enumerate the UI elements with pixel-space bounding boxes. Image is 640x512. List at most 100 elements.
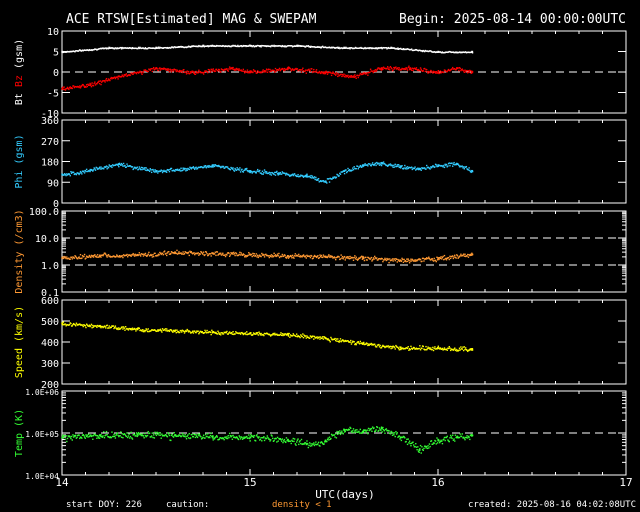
bt-point	[283, 46, 286, 48]
speed-point	[165, 328, 168, 330]
bz-point	[335, 71, 338, 74]
speed-point	[271, 334, 273, 336]
speed-point	[453, 348, 455, 350]
density-point	[233, 253, 236, 255]
temp-point	[456, 435, 459, 438]
phi-point	[133, 167, 135, 170]
speed-point	[313, 335, 316, 338]
phi-point	[404, 164, 406, 167]
phi-point	[63, 174, 65, 176]
temp-point	[152, 434, 155, 436]
density-point	[451, 255, 454, 257]
temp-point	[344, 430, 346, 433]
phi-point	[169, 168, 171, 171]
bz-point	[138, 71, 141, 73]
phi-point	[135, 167, 138, 169]
bz-point	[164, 68, 167, 70]
density-point	[83, 255, 85, 258]
temp-point	[304, 442, 307, 444]
speed-point	[467, 350, 469, 353]
phi-point	[263, 169, 266, 171]
temp-point	[358, 430, 360, 433]
density-point	[176, 249, 178, 252]
temp-point	[208, 436, 210, 438]
speed-point	[432, 349, 435, 352]
phi-point	[374, 162, 377, 164]
phi-point	[468, 167, 470, 169]
density-point	[187, 251, 190, 254]
temp-point	[156, 431, 158, 434]
speed-point	[459, 349, 461, 351]
density-point	[341, 257, 343, 259]
temp-point	[167, 432, 169, 434]
temp-point	[319, 445, 321, 447]
phi-point	[302, 175, 304, 177]
speed-point	[221, 332, 223, 334]
density-point	[358, 257, 361, 260]
density-point	[220, 252, 222, 254]
temp-point	[339, 433, 342, 436]
temp-point	[419, 448, 421, 450]
temp-point	[237, 437, 239, 440]
density-point	[215, 254, 217, 257]
phi-point	[389, 163, 392, 165]
bz-point	[300, 71, 303, 73]
phi-point	[391, 165, 394, 167]
density-point	[456, 255, 459, 257]
temp-point	[428, 443, 431, 445]
temp-point	[213, 438, 216, 440]
phi-point	[174, 170, 176, 172]
speed-point	[374, 345, 377, 347]
phi-point	[96, 167, 98, 169]
temp-point	[335, 437, 338, 439]
bz-point	[237, 69, 240, 72]
temp-point	[297, 438, 299, 440]
bz-point	[78, 86, 80, 89]
temp-point	[204, 437, 206, 439]
speed-point	[410, 345, 412, 348]
temp-point	[103, 431, 105, 433]
bz-point	[417, 68, 420, 71]
temp-point	[336, 430, 338, 433]
density-point	[231, 252, 234, 254]
phi-point	[205, 167, 208, 169]
density-point	[274, 254, 277, 256]
bt-point	[157, 47, 159, 49]
phi-point	[263, 171, 265, 174]
phi-point	[185, 170, 187, 172]
speed-point	[394, 348, 396, 350]
temp-point	[242, 437, 245, 440]
density-point	[143, 253, 145, 255]
density-point	[103, 253, 105, 256]
bz-point	[357, 76, 359, 79]
density-point	[162, 253, 164, 256]
density-point	[290, 255, 292, 257]
speed-point	[302, 336, 305, 339]
density-point	[146, 255, 148, 258]
bz-point	[232, 66, 234, 69]
bt-point	[120, 46, 122, 49]
bz-point	[345, 76, 347, 78]
bz-point	[331, 72, 333, 75]
y-tick-label: 1.0E+06	[25, 388, 59, 397]
temp-point	[275, 437, 277, 440]
bt-data-point	[343, 46, 346, 49]
bz-point	[233, 68, 235, 71]
bz-point	[369, 68, 372, 70]
temp-point	[263, 439, 266, 442]
bz-data-point	[61, 87, 64, 90]
phi-point	[92, 170, 94, 172]
phi-point	[203, 165, 206, 167]
phi-point	[432, 165, 435, 167]
speed-point	[114, 325, 117, 327]
temp-point	[452, 439, 455, 441]
temp-point	[444, 439, 446, 442]
temp-point	[97, 436, 99, 438]
temp-point	[209, 434, 212, 437]
density-point	[100, 256, 102, 258]
temp-point	[425, 447, 427, 449]
phi-point	[149, 168, 151, 170]
density-point	[79, 257, 81, 260]
bz-point	[443, 71, 445, 74]
